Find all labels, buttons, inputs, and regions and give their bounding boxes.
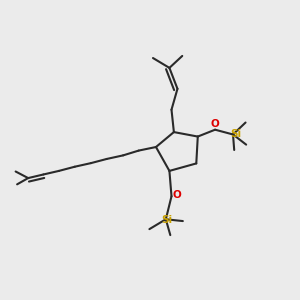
Text: Si: Si [230,129,242,139]
Text: O: O [172,190,181,200]
Text: Si: Si [161,215,172,225]
Text: O: O [211,119,220,129]
